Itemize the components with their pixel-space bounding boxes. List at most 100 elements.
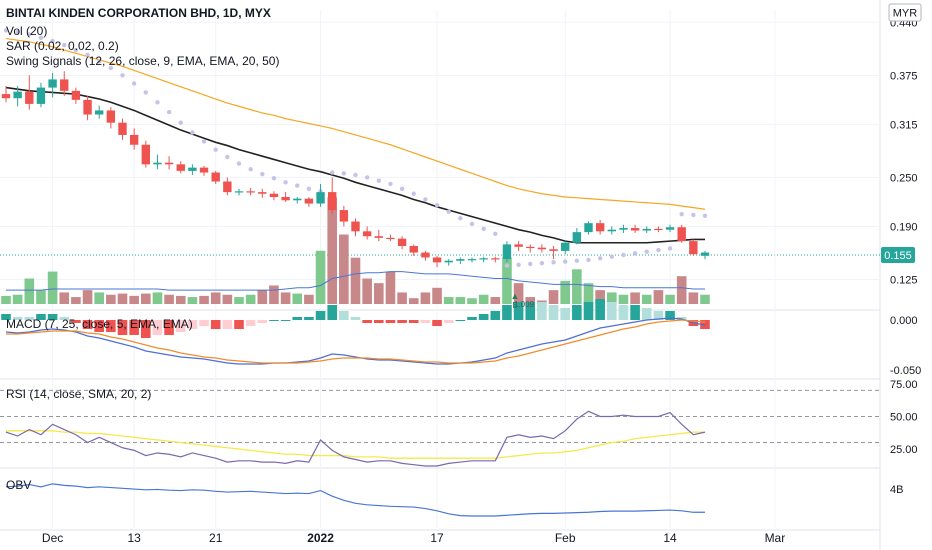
candle-body[interactable]: [188, 167, 197, 171]
volume-bar: [467, 298, 477, 304]
currency-badge-text: MYR: [893, 8, 918, 20]
candle-body[interactable]: [421, 252, 430, 258]
volume-bar: [374, 283, 384, 304]
candle-body[interactable]: [409, 246, 418, 253]
macd-histogram-bar: [292, 317, 303, 320]
candle-body[interactable]: [328, 192, 337, 211]
volume-indicator-label[interactable]: Vol (20): [6, 24, 47, 38]
candle-body[interactable]: [630, 228, 640, 231]
candle-body[interactable]: [689, 241, 698, 255]
candle-body[interactable]: [665, 227, 675, 230]
volume-bar: [339, 234, 349, 304]
candle-body[interactable]: [234, 191, 244, 193]
rsi-line: [5, 410, 706, 467]
candle-body[interactable]: [549, 249, 558, 251]
candle-body[interactable]: [537, 247, 547, 250]
candle-body[interactable]: [339, 210, 349, 222]
candle-body[interactable]: [351, 221, 360, 232]
candle-body[interactable]: [386, 237, 395, 240]
swing-signals-indicator-label[interactable]: Swing Signals (12, 26, close, 9, EMA, EM…: [6, 54, 279, 68]
volume-bar: [199, 295, 209, 304]
candle-body[interactable]: [526, 246, 535, 249]
candle-body[interactable]: [13, 91, 22, 99]
volume-bar: [315, 250, 326, 304]
sar-dot: [644, 249, 649, 254]
candle-body[interactable]: [223, 181, 232, 193]
candle-body[interactable]: [211, 172, 220, 182]
candle-body[interactable]: [258, 192, 267, 194]
candle-body[interactable]: [677, 227, 686, 242]
candle-body[interactable]: [362, 231, 372, 237]
macd-histogram-bar: [71, 320, 81, 323]
candle-body[interactable]: [456, 259, 465, 261]
candle-body[interactable]: [514, 244, 523, 247]
volume-bar: [152, 292, 163, 304]
candle-body[interactable]: [141, 144, 150, 165]
sar-dot: [178, 120, 183, 125]
volume-bar: [362, 278, 372, 304]
candle-body[interactable]: [607, 229, 616, 232]
macd-histogram-bar: [175, 320, 186, 332]
sar-dot: [271, 176, 277, 181]
candle-body[interactable]: [595, 223, 605, 232]
candle-body[interactable]: [129, 134, 139, 145]
candle-body[interactable]: [700, 252, 710, 256]
currency-badge[interactable]: [888, 3, 922, 22]
candle-body[interactable]: [83, 99, 92, 115]
candle-body[interactable]: [619, 228, 628, 230]
sar-dot: [516, 262, 521, 267]
candle-body[interactable]: [60, 79, 69, 91]
macd-axis-tick-label: 0.000: [890, 315, 918, 327]
candle-body[interactable]: [176, 164, 185, 171]
macd-pane-label[interactable]: MACD (7, 25, close, 5, EMA, EMA): [6, 317, 193, 331]
obv-layer: [5, 483, 705, 517]
volume-bar: [443, 297, 454, 304]
macd-histogram-bar: [432, 320, 442, 326]
candle-body[interactable]: [374, 236, 383, 238]
candle-body[interactable]: [48, 79, 57, 88]
candle-body[interactable]: [397, 238, 407, 247]
macd-line: [5, 317, 706, 365]
volume-bar: [548, 290, 559, 304]
candle-body[interactable]: [153, 162, 162, 165]
candle-body[interactable]: [444, 260, 453, 263]
candle-body[interactable]: [71, 90, 81, 100]
candle-body[interactable]: [164, 162, 174, 165]
candle-body[interactable]: [118, 122, 127, 135]
candle-body[interactable]: [281, 197, 290, 201]
candle-body[interactable]: [269, 193, 279, 198]
candle-body[interactable]: [479, 258, 488, 260]
candle-body[interactable]: [106, 110, 116, 123]
candle-body[interactable]: [246, 191, 255, 193]
last-price-badge[interactable]: [881, 247, 915, 263]
candle-body[interactable]: [95, 110, 104, 115]
candle-body[interactable]: [502, 244, 512, 260]
candle-body[interactable]: [36, 87, 46, 104]
candle-body[interactable]: [199, 167, 209, 173]
candle-body[interactable]: [25, 91, 34, 104]
macd-histogram-bar: [560, 308, 570, 320]
candle-body[interactable]: [304, 198, 314, 204]
macd-histogram-bar: [257, 320, 268, 323]
candle-body[interactable]: [293, 198, 302, 201]
candle-body[interactable]: [467, 259, 477, 261]
macd-histogram-bar: [117, 320, 128, 335]
candle-body[interactable]: [432, 257, 442, 263]
volume-bar: [630, 292, 640, 304]
candle-body[interactable]: [572, 232, 582, 243]
candle-body[interactable]: [491, 258, 500, 260]
macd-histogram-bar: [408, 320, 419, 323]
candle-body[interactable]: [316, 192, 325, 204]
sar-indicator-label[interactable]: SAR (0.02, 0.02, 0.2): [6, 39, 119, 53]
candle-body[interactable]: [642, 228, 651, 231]
candle-body[interactable]: [654, 228, 663, 231]
candle-body[interactable]: [1, 94, 11, 99]
obv-pane-label[interactable]: OBV: [6, 478, 31, 492]
sar-dot: [469, 221, 475, 227]
candle-body[interactable]: [561, 242, 570, 251]
candle-body[interactable]: [584, 223, 593, 233]
volume-bar: [141, 293, 151, 304]
sar-dot: [528, 261, 533, 267]
rsi-pane-label[interactable]: RSI (14, close, SMA, 20, 2): [6, 387, 151, 401]
